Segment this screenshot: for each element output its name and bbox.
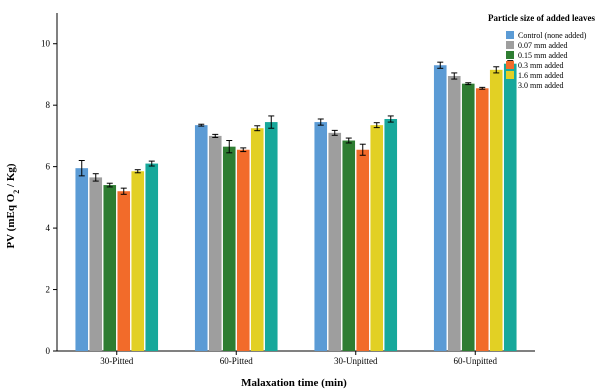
bar <box>328 132 342 351</box>
bar <box>370 125 384 352</box>
y-axis-title-subscript: 2 <box>12 190 21 194</box>
bar <box>356 149 370 351</box>
y-tick-label: 8 <box>46 100 51 110</box>
bar <box>314 122 328 351</box>
y-tick-label: 10 <box>41 39 51 49</box>
bar <box>145 163 159 351</box>
bar <box>461 83 475 351</box>
y-axis-title: PV (mEq O2 / Kg) <box>5 163 21 248</box>
bar <box>103 185 117 351</box>
y-tick-label: 2 <box>46 285 51 295</box>
legend-swatch <box>506 61 514 69</box>
legend: Particle size of added leaves Control (n… <box>488 13 595 90</box>
bar <box>131 171 145 351</box>
x-tick-label: 60-Unpitted <box>454 356 498 366</box>
legend-item-label: Control (none added) <box>518 31 587 40</box>
bar <box>342 140 356 351</box>
bar <box>384 119 398 351</box>
bar <box>117 191 131 351</box>
legend-item-label: 0.07 mm added <box>518 41 568 50</box>
x-tick-label: 60-Pitted <box>220 356 253 366</box>
bars <box>75 63 517 352</box>
y-axis-title-unit: / Kg) <box>5 163 17 190</box>
bar <box>489 69 503 351</box>
x-tick-label: 30-Unpitted <box>334 356 378 366</box>
x-axis-title: Malaxation time (min) <box>241 377 347 389</box>
bar <box>208 135 222 351</box>
legend-swatch <box>506 81 514 89</box>
legend-swatch <box>506 31 514 39</box>
legend-item-label: 3.0 mm added <box>518 81 564 90</box>
bar <box>75 168 89 351</box>
bar <box>222 146 236 351</box>
bar <box>503 63 517 351</box>
legend-title: Particle size of added leaves <box>488 13 595 23</box>
legend-item-label: 1.6 mm added <box>518 71 564 80</box>
legend-swatch <box>506 41 514 49</box>
y-tick-label: 6 <box>46 162 51 172</box>
x-axis: 30-Pitted 60-Pitted 30-Unpitted 60-Unpitted <box>57 350 535 366</box>
y-axis: 0 2 4 6 8 10 <box>41 13 58 356</box>
bar <box>433 65 447 352</box>
legend-swatch <box>506 51 514 59</box>
x-tick-label: 30-Pitted <box>100 356 133 366</box>
bar <box>447 75 461 351</box>
y-tick-label: 4 <box>46 223 51 233</box>
bar <box>250 128 264 351</box>
bar <box>89 177 103 351</box>
legend-item-label: 0.15 mm added <box>518 51 568 60</box>
bar <box>475 88 489 352</box>
bar <box>264 122 278 351</box>
y-tick-label: 0 <box>46 346 51 356</box>
legend-swatch <box>506 71 514 79</box>
y-axis-title-main: PV (mEq O <box>5 193 17 248</box>
bar <box>236 149 250 351</box>
legend-item-label: 0.3 mm added <box>518 61 564 70</box>
bar <box>194 125 208 352</box>
